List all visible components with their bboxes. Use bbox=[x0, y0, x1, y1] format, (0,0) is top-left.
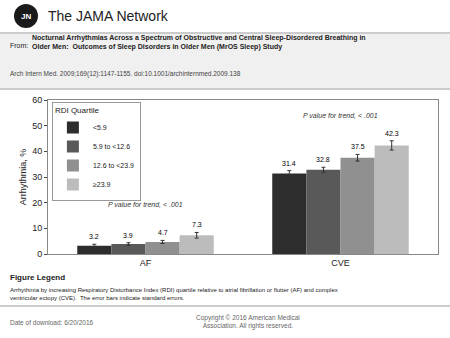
svg-text:50: 50 bbox=[32, 121, 42, 131]
svg-text:40: 40 bbox=[32, 146, 42, 156]
svg-text:60: 60 bbox=[32, 95, 42, 105]
svg-text:0: 0 bbox=[37, 249, 42, 259]
svg-text:<5.9: <5.9 bbox=[93, 124, 107, 131]
svg-text:The JAMA Network: The JAMA Network bbox=[48, 8, 169, 24]
svg-text:10: 10 bbox=[32, 223, 42, 233]
svg-text:3.9: 3.9 bbox=[123, 232, 133, 239]
svg-text:CVE: CVE bbox=[331, 258, 350, 268]
svg-text:3.2: 3.2 bbox=[89, 233, 99, 240]
svg-text:Date of download: 6/20/2016: Date of download: 6/20/2016 bbox=[10, 319, 94, 326]
svg-text:Arrhythmia by increasing Respi: Arrhythmia by increasing Respiratory Dis… bbox=[10, 287, 338, 301]
svg-text:AF: AF bbox=[140, 258, 152, 268]
svg-text:Figure Legend: Figure Legend bbox=[10, 273, 65, 282]
svg-text:32.8: 32.8 bbox=[316, 156, 330, 163]
svg-text:RDI Quartile: RDI Quartile bbox=[55, 106, 100, 115]
svg-text:JN: JN bbox=[21, 12, 31, 21]
svg-text:5.9 to <12.6: 5.9 to <12.6 bbox=[93, 143, 130, 150]
svg-text:42.3: 42.3 bbox=[385, 130, 399, 137]
svg-text:Arch Intern Med. 2009;169(12):: Arch Intern Med. 2009;169(12):1147-1155.… bbox=[10, 70, 241, 78]
svg-text:≥23.9: ≥23.9 bbox=[93, 181, 111, 188]
svg-text:12.6 to <23.9: 12.6 to <23.9 bbox=[93, 162, 134, 169]
svg-text:4.7: 4.7 bbox=[158, 229, 168, 236]
svg-text:Nocturnal Arrhythmias Across a: Nocturnal Arrhythmias Across a Spectrum … bbox=[32, 34, 366, 51]
svg-text:Arrhythmia, %: Arrhythmia, % bbox=[18, 149, 28, 206]
svg-text:P value for trend, < .001: P value for trend, < .001 bbox=[108, 201, 183, 208]
svg-text:20: 20 bbox=[32, 198, 42, 208]
svg-text:7.3: 7.3 bbox=[192, 221, 202, 228]
svg-text:31.4: 31.4 bbox=[282, 160, 296, 167]
svg-text:30: 30 bbox=[32, 172, 42, 182]
svg-text:P value for trend, < .001: P value for trend, < .001 bbox=[303, 112, 378, 119]
svg-text:37.5: 37.5 bbox=[351, 143, 365, 150]
svg-text:From:: From: bbox=[10, 42, 28, 49]
svg-text:Copyright © 2016 American Medi: Copyright © 2016 American MedicalAssocia… bbox=[196, 314, 300, 330]
